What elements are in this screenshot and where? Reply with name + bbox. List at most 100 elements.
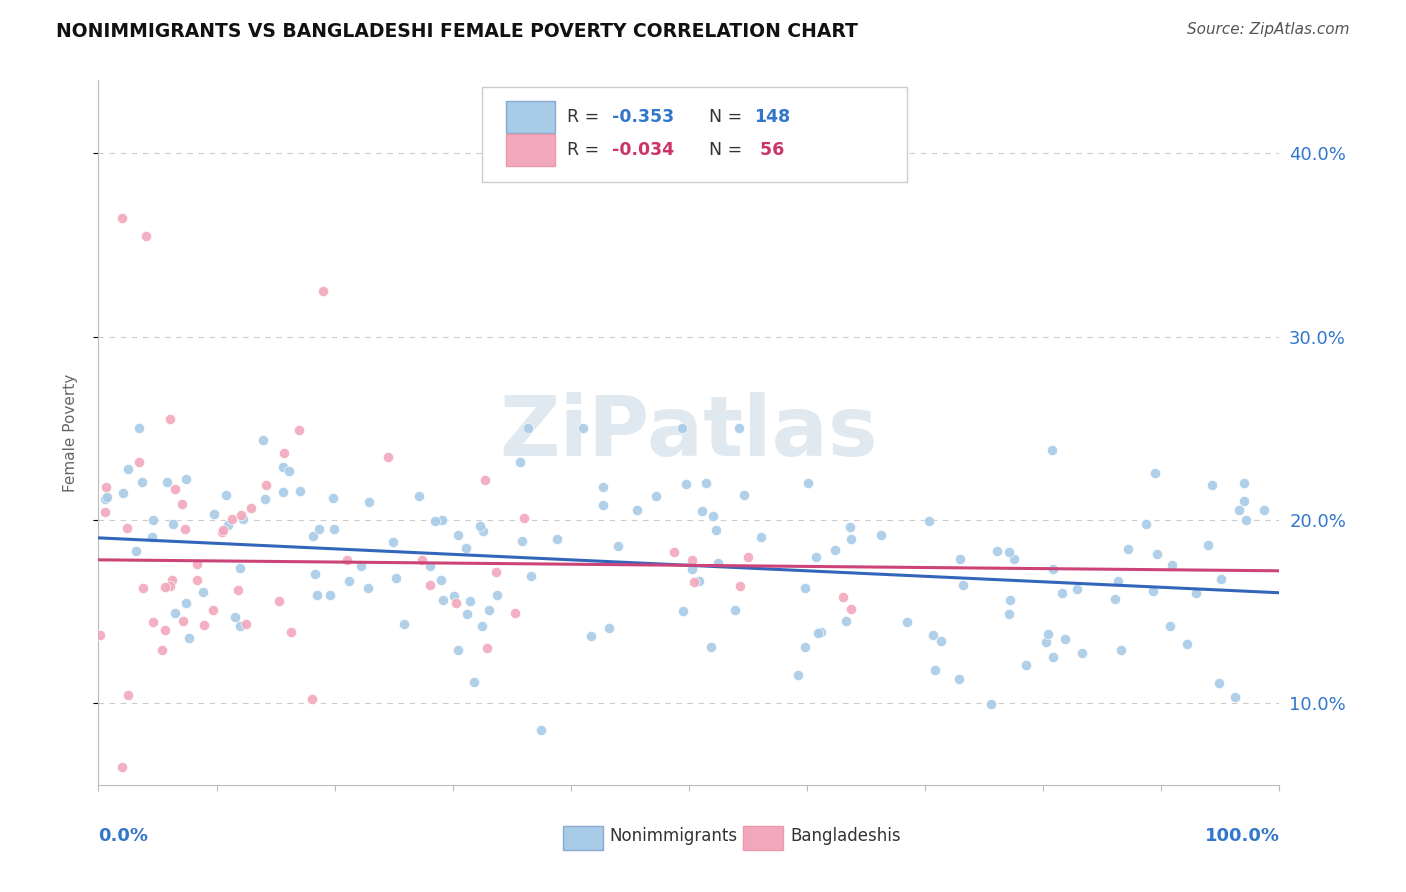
Point xyxy=(1197,538,1219,552)
Point xyxy=(301,691,323,706)
Point xyxy=(337,574,360,588)
Point xyxy=(356,581,378,595)
Point xyxy=(474,473,496,487)
Point xyxy=(949,552,972,566)
Point xyxy=(423,514,446,528)
Point xyxy=(212,523,235,537)
FancyBboxPatch shape xyxy=(562,826,603,850)
Point xyxy=(350,559,373,574)
Point xyxy=(475,640,498,655)
Point xyxy=(546,533,568,547)
Point xyxy=(444,596,467,610)
Point xyxy=(749,530,772,544)
Point xyxy=(463,674,485,689)
Point xyxy=(323,522,346,536)
Point xyxy=(156,475,179,490)
Text: R =: R = xyxy=(567,141,605,159)
Point xyxy=(288,423,311,437)
Point xyxy=(1135,517,1157,532)
Point xyxy=(804,549,827,564)
Point xyxy=(135,228,157,243)
Point xyxy=(471,619,494,633)
Point xyxy=(793,581,815,595)
Point xyxy=(271,485,294,500)
Point xyxy=(695,475,717,490)
Point xyxy=(671,421,693,435)
Point xyxy=(1232,494,1254,508)
Point xyxy=(922,628,945,642)
Text: Nonimmigrants: Nonimmigrants xyxy=(610,827,738,845)
Point xyxy=(896,615,918,630)
Text: Source: ZipAtlas.com: Source: ZipAtlas.com xyxy=(1187,22,1350,37)
FancyBboxPatch shape xyxy=(482,87,907,183)
Point xyxy=(1233,475,1256,490)
Point xyxy=(432,513,454,527)
Point xyxy=(288,484,311,499)
Point xyxy=(165,606,187,620)
Point xyxy=(1116,541,1139,556)
Point xyxy=(280,625,302,640)
Point xyxy=(115,521,138,535)
Point xyxy=(235,617,257,632)
Point xyxy=(174,472,197,486)
Point xyxy=(232,512,254,526)
Point xyxy=(124,544,146,558)
Point xyxy=(807,625,830,640)
Point xyxy=(111,211,134,225)
Point xyxy=(165,483,187,497)
Point xyxy=(1042,649,1064,664)
Point xyxy=(1142,584,1164,599)
Point xyxy=(707,556,730,570)
Point xyxy=(392,617,415,632)
Point xyxy=(153,623,176,637)
Text: 56: 56 xyxy=(754,141,785,159)
Point xyxy=(319,588,342,602)
Y-axis label: Female Poverty: Female Poverty xyxy=(63,374,77,491)
Point xyxy=(787,668,810,682)
Point xyxy=(733,487,755,501)
Text: 0.0%: 0.0% xyxy=(98,827,149,846)
Point xyxy=(142,513,165,527)
Point xyxy=(217,517,239,532)
Point xyxy=(486,588,509,602)
Text: N =: N = xyxy=(709,141,748,159)
Point xyxy=(1159,619,1181,633)
FancyBboxPatch shape xyxy=(506,101,555,133)
Point xyxy=(174,522,197,536)
Point xyxy=(986,544,1008,558)
Point xyxy=(1208,675,1230,690)
Point xyxy=(117,688,139,702)
Point xyxy=(592,480,614,494)
Point xyxy=(454,541,477,555)
Text: 100.0%: 100.0% xyxy=(1205,827,1279,846)
Point xyxy=(432,593,454,607)
Point xyxy=(131,475,153,489)
Point xyxy=(447,643,470,657)
Point xyxy=(1111,643,1133,657)
Point xyxy=(176,596,198,610)
Point xyxy=(304,567,326,582)
Point xyxy=(252,433,274,447)
Point xyxy=(509,455,531,469)
Point xyxy=(253,491,276,506)
Point xyxy=(1040,443,1063,458)
Point xyxy=(702,509,724,524)
Point xyxy=(870,528,893,542)
Point xyxy=(980,697,1002,711)
Point xyxy=(159,412,181,426)
Point xyxy=(201,603,224,617)
Point xyxy=(202,507,225,521)
Point xyxy=(839,519,862,533)
Point xyxy=(607,539,630,553)
Point xyxy=(456,607,478,621)
Point xyxy=(1000,592,1022,607)
Point xyxy=(159,579,181,593)
Point xyxy=(1161,558,1184,572)
Point xyxy=(228,582,250,597)
Point xyxy=(835,614,858,628)
FancyBboxPatch shape xyxy=(506,134,555,166)
Point xyxy=(924,664,946,678)
Point xyxy=(728,579,751,593)
Point xyxy=(598,621,620,635)
Text: NONIMMIGRANTS VS BANGLADESHI FEMALE POVERTY CORRELATION CHART: NONIMMIGRANTS VS BANGLADESHI FEMALE POVE… xyxy=(56,22,858,41)
